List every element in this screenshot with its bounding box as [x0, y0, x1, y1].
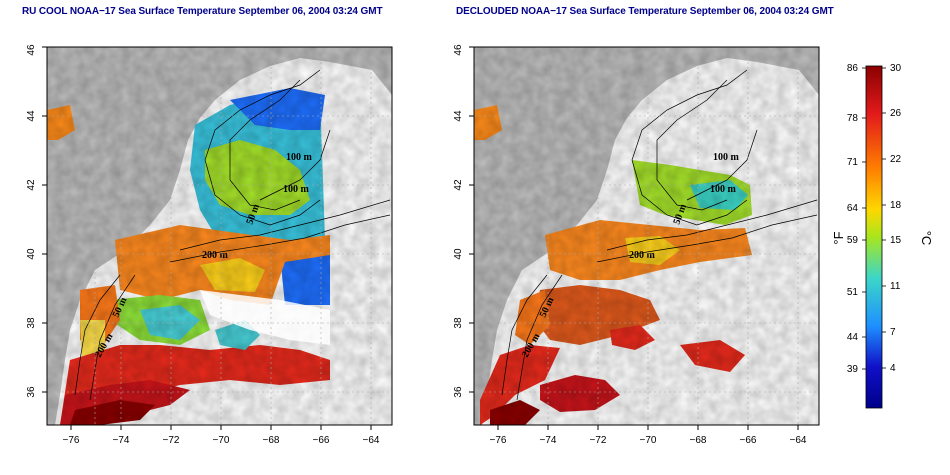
right-x-tick-labels: −76 −74 −72 −70 −68 −66 −64: [490, 435, 807, 446]
y-tick-label: 36: [453, 386, 464, 398]
celsius-label: 15: [890, 235, 902, 246]
colorbar-celsius-labels: 30 26 22 18 15 11 7 4: [890, 63, 902, 374]
y-tick-label: 42: [453, 179, 464, 191]
celsius-label: 30: [890, 63, 902, 74]
fahrenheit-label: 86: [847, 63, 859, 74]
y-tick-label: 38: [453, 317, 464, 329]
celsius-label: 26: [890, 108, 902, 119]
celsius-label: 18: [890, 200, 902, 211]
y-tick-label: 36: [26, 386, 37, 398]
left-panel-title: RU COOL NOAA−17 Sea Surface Temperature …: [22, 6, 383, 17]
y-tick-label: 46: [453, 44, 464, 56]
left-map-frame: [46, 46, 393, 426]
fahrenheit-label: 64: [847, 203, 859, 214]
grid-lines: [474, 47, 819, 425]
fahrenheit-label: 51: [847, 287, 859, 298]
contour-label: 200 m: [629, 250, 656, 261]
colorbar-scale: [865, 65, 883, 409]
contour-label: 100 m: [710, 184, 737, 195]
contour-label: 200 m: [202, 250, 229, 261]
contour-label: 100 m: [286, 152, 313, 163]
x-tick-label: −74: [540, 435, 557, 446]
celsius-label: 4: [890, 363, 896, 374]
bathymetry-contours: [74, 69, 391, 401]
left-x-axis: [70, 425, 372, 430]
right-y-tick-labels: 36 38 40 42 44 46: [453, 44, 464, 398]
left-map-panel: 100 m 100 m 50 m 200 m 50 m 200 m: [47, 47, 392, 425]
fahrenheit-label: 71: [847, 157, 859, 168]
x-tick-label: −70: [640, 435, 657, 446]
right-map-panel: 100 m 100 m 50 m 200 m 50 m 200 m: [474, 47, 819, 425]
x-tick-label: −68: [690, 435, 707, 446]
contour-label: 100 m: [713, 152, 740, 163]
right-y-axis: [469, 46, 474, 393]
right-panel-title: DECLOUDED NOAA−17 Sea Surface Temperatur…: [456, 6, 834, 17]
celsius-label: 7: [890, 327, 896, 338]
celsius-label: 22: [890, 154, 902, 165]
x-tick-label: −72: [590, 435, 607, 446]
x-tick-label: −64: [790, 435, 807, 446]
y-tick-label: 44: [453, 110, 464, 122]
y-tick-label: 38: [26, 317, 37, 329]
x-tick-label: −72: [163, 435, 180, 446]
right-map-frame: [473, 46, 820, 426]
celsius-label: 11: [890, 281, 901, 292]
x-tick-label: −76: [63, 435, 80, 446]
x-tick-label: −74: [113, 435, 130, 446]
y-tick-label: 42: [26, 179, 37, 191]
fahrenheit-label: 39: [847, 364, 859, 375]
fahrenheit-unit-label: °F: [831, 231, 846, 244]
bathymetry-contours: [501, 69, 818, 401]
left-y-tick-labels: 36 38 40 42 44 46: [26, 44, 37, 398]
x-tick-label: −68: [263, 435, 280, 446]
colorbar-left-ticks: [862, 67, 866, 370]
grid-lines: [47, 47, 392, 425]
y-tick-label: 40: [453, 248, 464, 260]
contour-label: 100 m: [283, 184, 310, 195]
y-tick-label: 46: [26, 44, 37, 56]
left-y-axis: [42, 46, 47, 393]
colorbar: 86 78 71 64 59 51 44 39 30 26 22 18 15 1…: [831, 63, 934, 409]
colorbar-right-ticks: [882, 67, 886, 369]
x-tick-label: −64: [363, 435, 380, 446]
x-tick-label: −66: [740, 435, 757, 446]
x-tick-label: −76: [490, 435, 507, 446]
left-x-tick-labels: −76 −74 −72 −70 −68 −66 −64: [63, 435, 380, 446]
y-tick-label: 40: [26, 248, 37, 260]
x-tick-label: −70: [213, 435, 230, 446]
y-tick-label: 44: [26, 110, 37, 122]
colorbar-fahrenheit-labels: 86 78 71 64 59 51 44 39: [847, 63, 859, 375]
fahrenheit-label: 78: [847, 113, 859, 124]
right-x-axis: [497, 425, 799, 430]
celsius-unit-label: °C: [919, 231, 934, 246]
fahrenheit-label: 44: [847, 332, 859, 343]
x-tick-label: −66: [313, 435, 330, 446]
fahrenheit-label: 59: [847, 235, 859, 246]
